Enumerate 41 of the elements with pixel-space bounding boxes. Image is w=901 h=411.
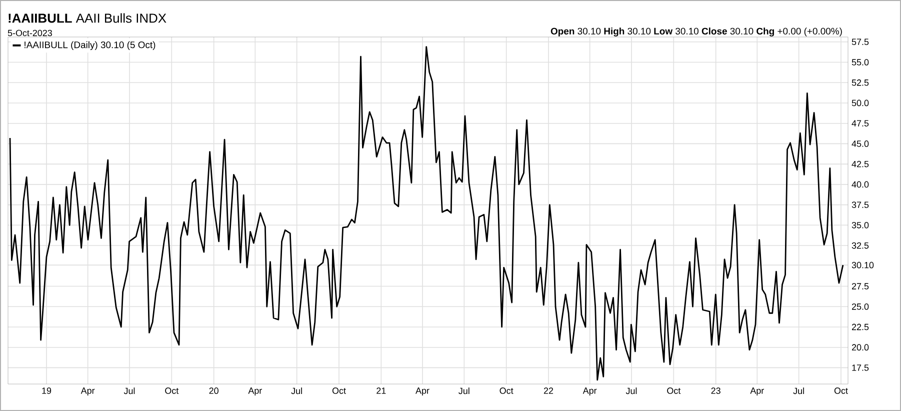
x-tick-label: Jul <box>291 388 302 394</box>
x-tick-label: Apr <box>750 388 764 396</box>
y-tick-label: 32.5 <box>852 242 869 249</box>
x-tick-label: Jul <box>458 388 470 394</box>
x-tick-label: Apr <box>582 388 597 396</box>
x-tick-label: 22 <box>544 388 554 394</box>
y-tick-label: 52.5 <box>852 79 869 86</box>
x-tick-label: 20 <box>209 388 218 394</box>
x-tick-label: 19 <box>42 388 52 394</box>
y-tick-label: 57.5 <box>852 38 869 46</box>
x-tick-label: Oct <box>332 388 346 394</box>
x-tick-label: Jul <box>124 388 135 394</box>
y-tick-label: 45.0 <box>852 140 869 147</box>
y-tick-label: 47.5 <box>852 120 869 126</box>
x-tick-label: Apr <box>80 388 95 396</box>
y-tick-label: 17.5 <box>852 364 869 371</box>
text: Open 30.10 High 30.10 Low 30.10 Close 30.10 Chg +0.00 (+0.00%) <box>550 28 842 36</box>
y-tick-label: 42.5 <box>852 160 869 168</box>
legend-label: !AAIIBULL (Daily) 30.10 (5 Oct) <box>24 41 156 50</box>
y-tick-label: 35.0 <box>852 222 869 228</box>
y-tick-label: 20.0 <box>852 344 869 351</box>
y-tick-label: 37.5 <box>852 202 869 208</box>
x-tick-label: Apr <box>416 388 430 396</box>
y-tick-label: 30.10 <box>852 262 874 268</box>
x-tick-label: Jul <box>793 388 804 394</box>
x-tick-label: 23 <box>711 388 720 394</box>
chart-subtitle: 5-Oct-2023 <box>8 30 52 36</box>
y-tick-label: 40.0 <box>852 181 869 188</box>
chart-title: !AAIIBULL AAII Bulls INDX <box>8 13 166 23</box>
x-tick-label: Oct <box>165 388 179 394</box>
x-tick-label: Oct <box>500 388 514 394</box>
x-tick-label: 21 <box>376 388 386 394</box>
y-tick-label: 55.0 <box>852 59 869 66</box>
x-tick-label: Oct <box>667 388 681 394</box>
x-tick-label: Oct <box>834 388 848 394</box>
y-tick-label: 25.0 <box>852 303 869 310</box>
y-tick-label: 27.5 <box>852 283 869 290</box>
x-tick-label: Jul <box>626 388 637 394</box>
y-tick-label: 50.0 <box>852 100 869 106</box>
y-tick-label: 22.5 <box>852 324 869 330</box>
x-tick-label: Apr <box>248 388 262 396</box>
